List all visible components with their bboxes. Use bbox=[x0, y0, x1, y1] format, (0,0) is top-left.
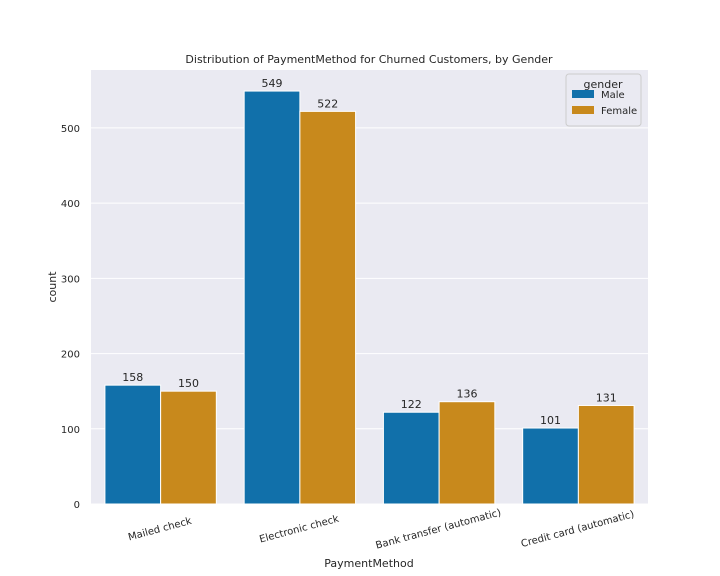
y-axis-ticks: 0 100 200 300 400 500 bbox=[61, 124, 80, 511]
x-tick-label: Mailed check bbox=[127, 516, 193, 544]
data-label: 136 bbox=[456, 388, 477, 401]
data-labels: 158 150 549 522 122 136 101 131 bbox=[122, 77, 616, 427]
bar bbox=[243, 90, 301, 505]
legend-swatch bbox=[572, 90, 594, 98]
y-tick-label: 500 bbox=[61, 124, 80, 135]
x-axis-label: PaymentMethod bbox=[324, 557, 413, 570]
data-label: 549 bbox=[262, 77, 283, 90]
legend: gender Male Female bbox=[565, 73, 642, 127]
y-tick-label: 0 bbox=[74, 500, 80, 511]
legend-entry: Female bbox=[601, 106, 637, 117]
bar bbox=[382, 411, 440, 505]
data-label: 522 bbox=[317, 97, 338, 110]
y-tick-label: 100 bbox=[61, 425, 80, 436]
legend-swatch bbox=[572, 106, 594, 114]
bars bbox=[104, 90, 635, 505]
data-label: 101 bbox=[540, 414, 561, 427]
x-tick-label: Credit card (automatic) bbox=[520, 509, 636, 550]
bar bbox=[438, 401, 496, 505]
y-tick-label: 300 bbox=[61, 274, 80, 285]
data-label: 131 bbox=[596, 391, 617, 404]
legend-title: gender bbox=[584, 78, 623, 91]
data-label: 150 bbox=[178, 377, 199, 390]
bar bbox=[299, 110, 357, 505]
legend-entry: Male bbox=[601, 90, 625, 101]
data-label: 122 bbox=[401, 398, 422, 411]
bar bbox=[160, 390, 217, 505]
y-tick-label: 400 bbox=[61, 199, 80, 210]
bar bbox=[577, 404, 635, 505]
x-axis-ticks: Mailed check Electronic check Bank transfe… bbox=[127, 508, 636, 552]
data-label: 158 bbox=[122, 371, 143, 384]
x-tick-label: Bank transfer (automatic) bbox=[375, 508, 503, 552]
bar bbox=[104, 384, 162, 505]
x-tick-label: Electronic check bbox=[258, 514, 340, 546]
bar bbox=[522, 427, 579, 505]
chart-title: Distribution of PaymentMethod for Churne… bbox=[185, 53, 553, 66]
y-tick-label: 200 bbox=[61, 350, 80, 361]
y-axis-label: count bbox=[46, 271, 59, 303]
